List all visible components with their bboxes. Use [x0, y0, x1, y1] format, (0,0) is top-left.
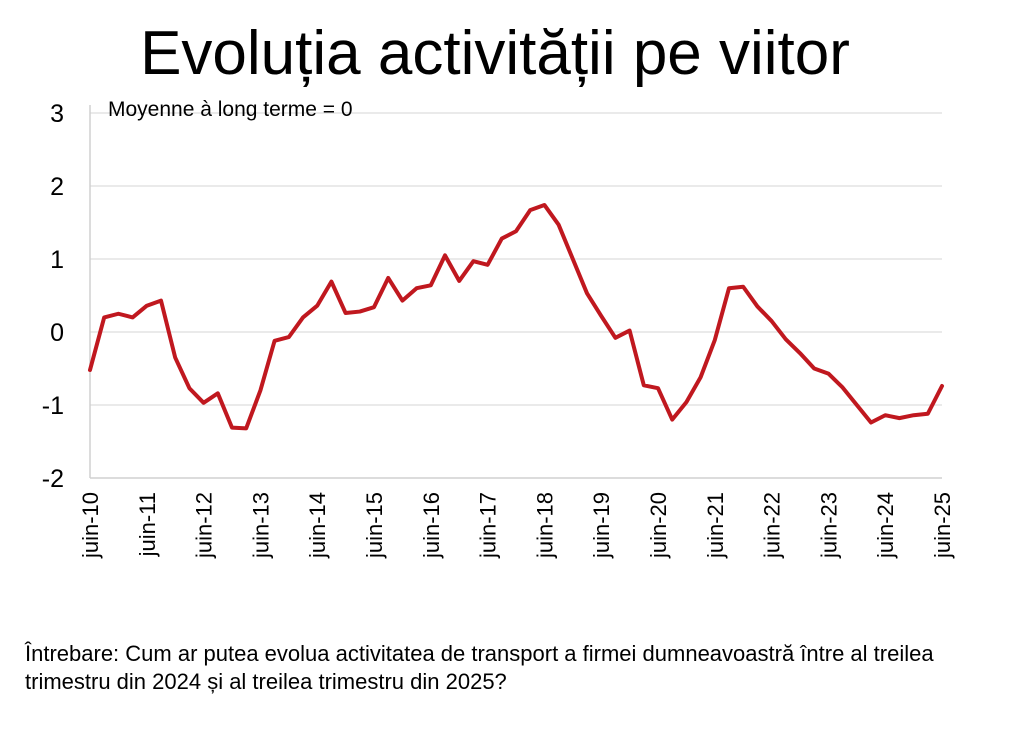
y-tick-label: -2 — [42, 465, 64, 493]
data-point — [542, 203, 546, 207]
data-point — [88, 368, 92, 372]
x-tick-label: juin-22 — [760, 492, 785, 559]
data-point — [287, 335, 291, 339]
data-point — [102, 315, 106, 319]
data-point — [443, 253, 447, 257]
data-point — [358, 310, 362, 314]
x-tick-label: juin-21 — [703, 492, 728, 559]
data-point — [826, 372, 830, 376]
data-point — [798, 351, 802, 355]
data-point — [386, 276, 390, 280]
y-tick-label: -1 — [42, 392, 64, 420]
x-tick-label: juin-13 — [248, 492, 273, 559]
data-point — [855, 403, 859, 407]
data-point — [940, 384, 944, 388]
data-point — [656, 386, 660, 390]
data-point — [571, 257, 575, 261]
data-point — [400, 299, 404, 303]
data-point — [315, 304, 319, 308]
x-tick-label: juin-18 — [532, 492, 557, 559]
data-point — [628, 329, 632, 333]
x-tick-label: juin-15 — [362, 492, 387, 559]
data-point — [202, 401, 206, 405]
chart-title: Evoluția activității pe viitor — [140, 19, 850, 88]
data-point — [372, 305, 376, 309]
data-point — [670, 418, 674, 422]
data-point — [599, 314, 603, 318]
x-tick-label: juin-14 — [305, 492, 330, 559]
x-tick-label: juin-24 — [873, 492, 898, 559]
data-point — [585, 291, 589, 295]
data-point — [897, 416, 901, 420]
data-point — [457, 279, 461, 283]
data-point — [784, 337, 788, 341]
data-point — [486, 263, 490, 267]
data-point — [500, 237, 504, 241]
data-point — [258, 388, 262, 392]
data-point — [755, 304, 759, 308]
data-point — [926, 412, 930, 416]
data-point — [727, 286, 731, 290]
x-tick-label: juin-20 — [646, 492, 671, 559]
y-tick-label: 1 — [50, 246, 64, 274]
data-point — [329, 280, 333, 284]
data-point — [471, 259, 475, 263]
data-point — [841, 385, 845, 389]
x-tick-label: juin-19 — [589, 492, 614, 559]
data-point — [131, 315, 135, 319]
data-point — [557, 223, 561, 227]
series-line — [88, 202, 944, 431]
data-point — [869, 421, 873, 425]
data-point — [429, 283, 433, 287]
data-point — [216, 391, 220, 395]
data-point — [415, 286, 419, 290]
data-point — [173, 356, 177, 360]
data-point — [344, 311, 348, 315]
data-point — [301, 315, 305, 319]
x-tick-label: juin-23 — [816, 492, 841, 559]
y-tick-label: 2 — [50, 173, 64, 201]
data-point — [770, 319, 774, 323]
long-term-average-note: Moyenne à long terme = 0 — [108, 98, 353, 121]
data-point — [699, 375, 703, 379]
y-tick-label: 0 — [50, 319, 64, 347]
x-tick-label: juin-10 — [78, 492, 103, 559]
data-point — [883, 413, 887, 417]
data-point — [230, 426, 234, 430]
x-tick-label: juin-16 — [419, 492, 444, 559]
data-point — [642, 383, 646, 387]
data-point — [912, 413, 916, 417]
data-point — [528, 208, 532, 212]
data-point — [159, 299, 163, 303]
data-point — [741, 285, 745, 289]
data-point — [145, 304, 149, 308]
data-point — [187, 386, 191, 390]
x-tick-label: juin-12 — [192, 492, 217, 559]
data-point — [613, 336, 617, 340]
x-tick-label: juin-17 — [476, 492, 501, 559]
data-point — [713, 338, 717, 342]
survey-question: Întrebare: Cum ar putea evolua activitat… — [25, 641, 934, 694]
y-tick-label: 3 — [50, 100, 64, 128]
x-tick-label: juin-11 — [135, 492, 160, 557]
data-point — [273, 339, 277, 343]
data-point — [684, 400, 688, 404]
data-point — [514, 229, 518, 233]
data-point — [812, 367, 816, 371]
data-point — [116, 312, 120, 316]
x-tick-label: juin-25 — [930, 492, 955, 559]
data-point — [244, 426, 248, 430]
